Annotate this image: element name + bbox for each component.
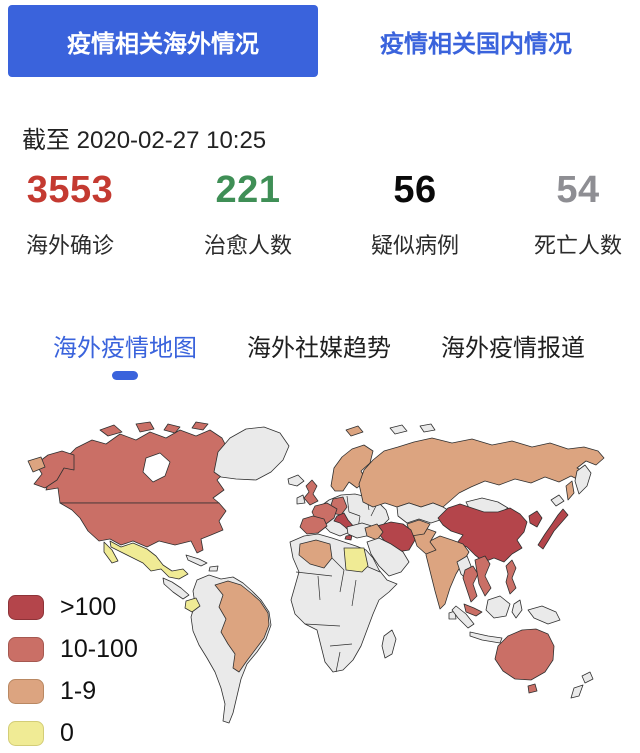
subtab-overseas-map-label: 海外疫情地图: [53, 335, 197, 362]
region-japan: [537, 508, 569, 550]
stat-deaths-label: 死亡人数: [533, 233, 622, 258]
stat-cured-value: 221: [215, 169, 281, 211]
map-regions-group: [27, 421, 605, 724]
region-india: [425, 535, 470, 610]
region-hokkaido: [550, 494, 565, 507]
subtab-epidemic-reports[interactable]: 海外疫情报道: [441, 328, 585, 380]
tab-overseas-situation[interactable]: 疫情相关海外情况: [8, 5, 318, 77]
legend-swatch-1-9: [8, 678, 44, 704]
stat-suspected-label: 疑似病例: [370, 233, 459, 258]
stat-confirmed-label: 海外确诊: [25, 233, 114, 258]
region-philippines: [505, 559, 517, 595]
region-egypt: [343, 547, 369, 573]
region-sulawesi: [511, 599, 523, 619]
legend-swatch-gt100-icon: [8, 594, 44, 620]
as-of-timestamp: 截至 2020-02-27 10:25: [22, 127, 267, 154]
region-tasmania: [527, 683, 538, 694]
region-china: [437, 503, 528, 563]
region-mexico-baja: [103, 541, 119, 564]
region-russia-far-east-fragment: [27, 456, 46, 473]
region-java: [469, 631, 503, 644]
stat-cured: 221 治愈人数: [163, 170, 333, 260]
hudson-bay: [142, 452, 171, 483]
region-iceland: [287, 474, 305, 487]
legend-row-gt100: >100: [8, 586, 138, 628]
region-vietnam: [474, 555, 492, 597]
region-mexico: [109, 540, 189, 580]
region-brazil: [214, 580, 270, 673]
region-alaska: [33, 450, 75, 489]
legend-label-0: 0: [60, 718, 74, 747]
region-spain: [299, 515, 328, 535]
world-choropleth-map: [27, 421, 605, 724]
legend-row-10-100: 10-100: [8, 628, 138, 670]
legend-row-1-9: 1-9: [8, 670, 138, 712]
region-borneo: [485, 595, 511, 619]
subtab-epidemic-reports-label: 海外疫情报道: [441, 335, 585, 362]
region-south-korea: [528, 510, 543, 528]
region-new-zealand: [570, 671, 594, 699]
region-sakhalin: [565, 480, 575, 501]
active-tab-indicator: [112, 371, 138, 380]
region-algeria: [298, 539, 333, 569]
stat-suspected-value: 56: [393, 169, 437, 211]
region-usa: [59, 502, 227, 554]
region-cuba: [185, 554, 208, 567]
subtab-social-media-trends-label: 海外社媒趋势: [247, 335, 391, 362]
region-iran: [376, 521, 416, 553]
region-africa: [289, 533, 398, 673]
region-saudi-arabia: [366, 537, 410, 577]
legend-swatch-gt100: [8, 594, 44, 620]
region-svalbard: [345, 425, 364, 437]
region-papua: [527, 605, 561, 625]
region-thailand: [462, 565, 479, 603]
legend-label-1-9: 1-9: [60, 676, 97, 705]
region-australia: [494, 628, 555, 681]
region-ireland: [296, 494, 306, 505]
region-greenland: [213, 426, 290, 481]
region-kamchatka: [574, 464, 592, 495]
subtab-bar: 海外疫情地图 海外社媒趋势 海外疫情报道: [53, 328, 585, 380]
region-hispaniola: [208, 565, 219, 572]
legend-swatch-0-icon: [8, 720, 44, 746]
subtab-overseas-map[interactable]: 海外疫情地图: [53, 328, 197, 380]
legend-swatch-10-100: [8, 636, 44, 662]
map-legend: >100 10-100 1-9 0: [8, 586, 138, 753]
region-madagascar: [381, 629, 397, 659]
stat-deaths-value: 54: [556, 169, 600, 211]
region-united-kingdom: [303, 479, 319, 506]
region-malaysia: [463, 603, 483, 617]
region-arctic-islands: [389, 423, 436, 435]
stat-deaths: 54 死亡人数: [493, 170, 640, 260]
stats-row: 3553 海外确诊 221 治愈人数 56 疑似病例 54 死亡人数: [0, 170, 640, 280]
stat-cured-label: 治愈人数: [203, 233, 292, 258]
region-ecuador: [184, 597, 201, 613]
stat-confirmed-value: 3553: [26, 169, 114, 211]
subtab-social-media-trends[interactable]: 海外社媒趋势: [247, 328, 391, 380]
region-sicily: [344, 534, 353, 541]
legend-swatch-0: [8, 720, 44, 746]
africa-internal-borders: [295, 557, 381, 673]
legend-row-0: 0: [8, 712, 138, 753]
legend-swatch-10-100-icon: [8, 636, 44, 662]
region-central-america: [162, 577, 190, 600]
region-canada-arctic-islands: [99, 421, 209, 437]
legend-swatch-1-9-icon: [8, 678, 44, 704]
stat-suspected: 56 疑似病例: [330, 170, 500, 260]
legend-label-10-100: 10-100: [60, 634, 138, 663]
legend-label-gt100: >100: [60, 592, 117, 621]
region-iraq: [364, 523, 384, 541]
tab-domestic-situation[interactable]: 疫情相关国内情况: [380, 30, 572, 58]
stat-confirmed: 3553 海外确诊: [0, 170, 140, 260]
region-sumatra: [451, 605, 475, 629]
